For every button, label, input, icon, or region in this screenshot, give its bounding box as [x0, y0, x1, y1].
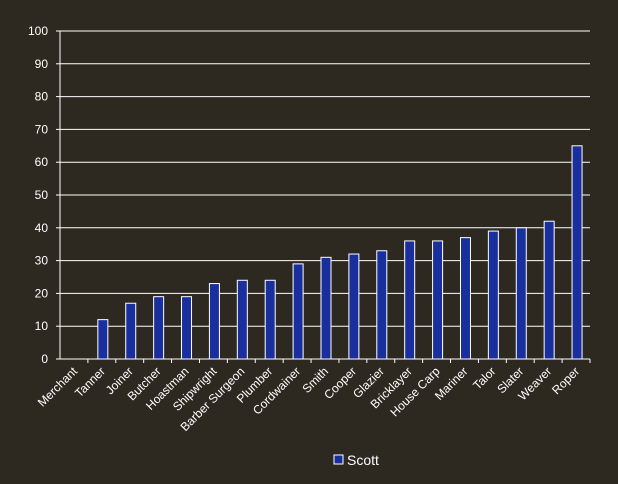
- bar: [236, 279, 248, 360]
- x-tick-label: Roper: [549, 364, 582, 397]
- y-tick-label: 40: [35, 221, 49, 235]
- bar: [97, 319, 109, 360]
- bar: [404, 240, 416, 360]
- bar: [487, 230, 499, 360]
- bar: [459, 237, 471, 360]
- y-tick-label: 20: [35, 286, 49, 300]
- y-tick-label: 100: [28, 24, 48, 38]
- y-tick-label: 0: [41, 352, 48, 366]
- bar: [125, 302, 137, 360]
- y-tick-label: 30: [35, 254, 49, 268]
- bar: [181, 296, 193, 360]
- bar: [348, 253, 360, 360]
- bar: [571, 145, 583, 360]
- y-tick-label: 60: [35, 155, 49, 169]
- bars: [97, 145, 583, 360]
- y-tick-label: 90: [35, 57, 49, 71]
- bar: [376, 250, 388, 360]
- bar: [432, 240, 444, 360]
- y-tick-label: 50: [35, 188, 49, 202]
- y-axis: 0 10 20 30 40 50 60 70 80 90 100: [28, 24, 61, 366]
- bar: [292, 263, 304, 360]
- bar: [208, 283, 220, 360]
- bar: [543, 220, 555, 360]
- legend: Scott: [333, 452, 379, 468]
- y-tick-label: 80: [35, 90, 49, 104]
- bar: [264, 279, 276, 360]
- bar: [320, 256, 332, 360]
- x-tick-label: Cooper: [321, 364, 359, 402]
- x-tick-label: Tanner: [72, 364, 108, 400]
- bar: [153, 296, 165, 360]
- y-tick-label: 10: [35, 319, 49, 333]
- y-tick-label: 70: [35, 122, 49, 136]
- x-tick-label: Merchant: [35, 364, 81, 410]
- bar: [515, 227, 527, 360]
- legend-label: Scott: [347, 452, 379, 468]
- gridlines: [60, 30, 590, 360]
- legend-swatch: [333, 454, 344, 465]
- x-axis: MerchantTannerJoinerButcherHoastmanShipw…: [35, 358, 591, 434]
- x-tick-label: Talor: [470, 364, 498, 392]
